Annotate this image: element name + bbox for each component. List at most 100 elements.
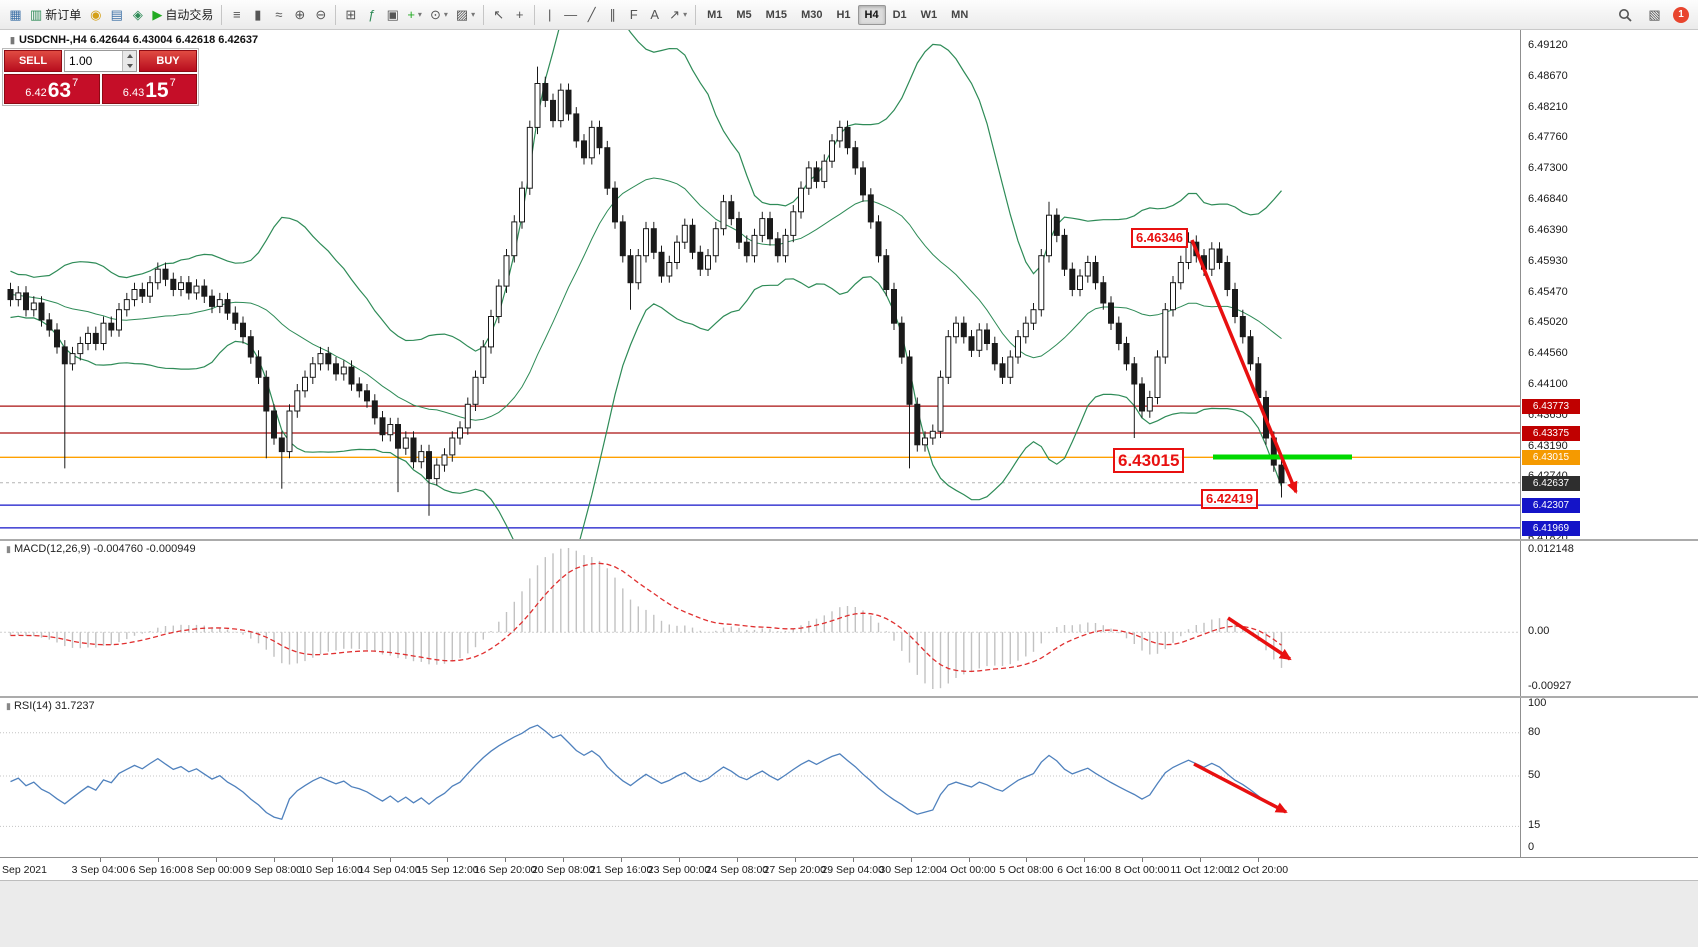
channel-button[interactable]: ∥ (602, 4, 623, 26)
price-level-tag: 6.43015 (1522, 450, 1580, 466)
time-axis[interactable]: Sep 2021 3 Sep 04:00 6 Sep 16:00 8 Sep 00:0… (0, 857, 1698, 880)
time-tick (447, 858, 449, 862)
horizontal-line-button[interactable]: — (560, 4, 581, 26)
timeframe-M30[interactable]: M30 (801, 8, 823, 21)
time-tick (100, 858, 101, 862)
objects-list-button[interactable]: ▣ (382, 4, 403, 26)
time-axis-label: 15 Sep 12:00 (416, 864, 479, 876)
rsi-indicator-panel[interactable] (0, 697, 1520, 857)
price-axis-label: 6.44560 (1528, 347, 1568, 360)
timeframe-D1[interactable]: D1 (892, 8, 907, 21)
strategy-navigator-button[interactable]: ◈ (127, 4, 148, 26)
volume-stepper[interactable] (64, 50, 137, 72)
macd-indicator-panel[interactable] (0, 540, 1520, 697)
price-level-tag: 6.41969 (1522, 520, 1580, 536)
arrows-dropdown[interactable]: ↗ ▾ (665, 4, 691, 26)
text-button[interactable]: A (644, 4, 665, 26)
market-watch-icon: ◉ (90, 7, 102, 22)
time-tick (968, 858, 970, 862)
macd-axis-label: 0.00 (1528, 625, 1550, 638)
vertical-line-button[interactable]: | (539, 4, 560, 26)
bar-chart-icon: ≡ (233, 7, 241, 22)
timeframe-W1[interactable]: W1 (920, 8, 938, 21)
buy-button[interactable]: BUY (139, 50, 197, 72)
macd-label: ▮ MACD(12,26,9) -0.004760 -0.000949 (6, 543, 196, 555)
buy-price-major: 6.43 (122, 87, 145, 99)
candlestick-chart-button[interactable]: ▮ (247, 4, 268, 26)
search-button[interactable] (1614, 4, 1636, 26)
bar-chart-button[interactable]: ≡ (226, 4, 247, 26)
market-watch-button[interactable]: ◉ (85, 4, 106, 26)
autotrading-button[interactable]: ▶ 自动交易 (152, 7, 214, 22)
period-icon: ⊙ (429, 7, 441, 22)
toolbar-right: ▧ 1 (1614, 4, 1693, 26)
time-axis-label: 27 Sep 20:00 (763, 864, 827, 876)
timeframe-H4[interactable]: H4 (857, 4, 886, 25)
zoom-in-button[interactable]: ⊕ (289, 4, 310, 26)
rsi-axis-label: 15 (1528, 819, 1541, 832)
period-dropdown[interactable]: ⊙ ▾ (426, 4, 452, 26)
sell-price-display[interactable]: 6.42 63 7 (4, 74, 100, 104)
search-icon (1619, 8, 1632, 22)
time-axis-label: 23 Sep 00:00 (647, 864, 711, 876)
buy-price-pips: 15 (145, 79, 169, 102)
price-callout[interactable]: 6.43015 (1113, 448, 1185, 474)
time-tick (215, 858, 217, 862)
timeframe-MN[interactable]: MN (951, 8, 969, 21)
price-axis-label: 6.48670 (1528, 69, 1568, 82)
time-tick (389, 858, 391, 862)
time-axis-label: 14 Sep 04:00 (358, 864, 421, 876)
new-order-button[interactable]: ▥ 新订单 (30, 7, 82, 22)
chevron-down-icon: ▾ (443, 10, 448, 19)
time-tick (157, 858, 159, 862)
new-chart-button[interactable]: ▦ (5, 4, 26, 26)
toolbox-button[interactable]: ▧ (1644, 4, 1665, 26)
notification-badge[interactable]: 1 (1673, 6, 1689, 23)
panel-separator[interactable] (0, 696, 1698, 698)
spinner-up-icon[interactable] (123, 51, 136, 61)
indicators-button[interactable]: ƒ (361, 4, 382, 26)
price-callout[interactable]: 6.42419 (1201, 489, 1258, 510)
volume-input[interactable] (65, 51, 122, 71)
toolbox-icon: ▧ (1648, 7, 1661, 22)
add-indicator-dropdown[interactable]: + ▾ (403, 4, 426, 26)
buy-price-display[interactable]: 6.43 15 7 (101, 74, 197, 104)
time-tick (331, 858, 333, 862)
cursor-button[interactable]: ↖ (488, 4, 509, 26)
chart-area[interactable]: 6.49120 6.48670 6.48210 6.47760 6.47300 6.468… (0, 30, 1698, 880)
line-chart-button[interactable]: ≈ (268, 4, 289, 26)
price-callout[interactable]: 6.46346 (1131, 228, 1188, 249)
toolbar-separator (695, 4, 697, 25)
autotrading-icon: ▶ (152, 7, 163, 22)
timeframe-M5[interactable]: M5 (736, 8, 752, 21)
volume-spinner[interactable] (122, 51, 136, 71)
time-axis-label: 11 Oct 12:00 (1170, 864, 1230, 876)
zoom-out-button[interactable]: ⊖ (310, 4, 331, 26)
main-price-chart[interactable] (0, 30, 1520, 540)
timeframe-M15[interactable]: M15 (765, 8, 788, 21)
time-axis-label: 21 Sep 16:00 (589, 864, 653, 876)
cursor-icon: ↖ (493, 7, 505, 22)
data-window-button[interactable]: ▤ (106, 4, 127, 26)
tile-windows-button[interactable]: ⊞ (340, 4, 361, 26)
time-tick (563, 858, 565, 862)
price-level-tag: 6.43773 (1522, 399, 1580, 415)
spinner-down-icon[interactable] (123, 61, 136, 71)
rsi-axis-label: 80 (1528, 725, 1541, 738)
price-axis-label: 6.43190 (1528, 439, 1568, 452)
price-axis[interactable]: 6.49120 6.48670 6.48210 6.47760 6.47300 6.468… (1520, 30, 1698, 857)
template-dropdown[interactable]: ▨ ▾ (452, 4, 479, 26)
price-axis-label: 6.47300 (1528, 162, 1568, 175)
panel-separator[interactable] (0, 539, 1698, 541)
time-axis-label: 20 Sep 08:00 (531, 864, 595, 876)
time-tick (621, 858, 623, 862)
timeframe-H1[interactable]: H1 (836, 8, 851, 21)
timeframe-M1[interactable]: M1 (707, 8, 723, 21)
time-axis-label: 5 Oct 08:00 (999, 864, 1054, 876)
crosshair-button[interactable]: + (509, 4, 530, 26)
sell-button[interactable]: SELL (4, 50, 62, 72)
fibonacci-button[interactable]: F (623, 4, 644, 26)
trendline-button[interactable]: ╱ (581, 4, 602, 26)
price-axis-label: 6.47760 (1528, 131, 1568, 144)
